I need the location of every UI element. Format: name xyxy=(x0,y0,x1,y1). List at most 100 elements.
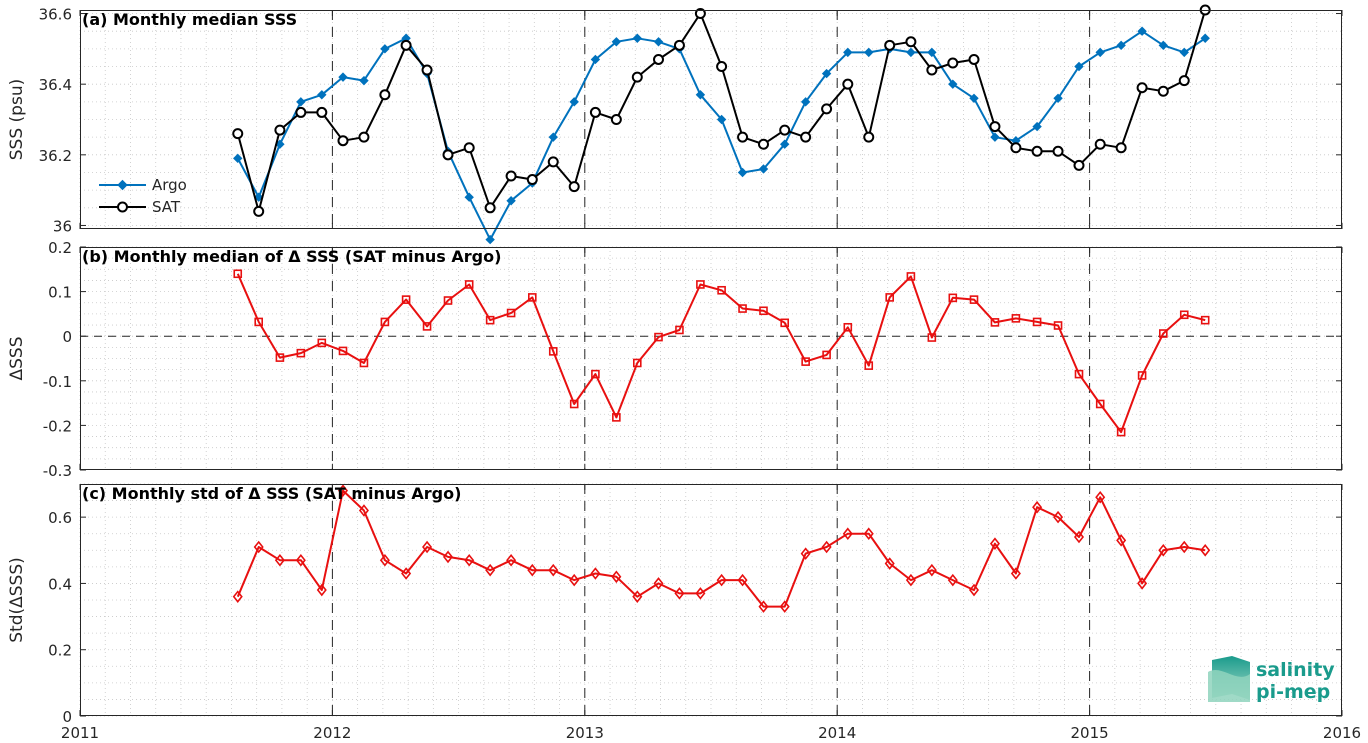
data-point xyxy=(947,57,959,69)
data-point xyxy=(1073,159,1085,171)
data-point xyxy=(358,504,369,517)
data-point xyxy=(611,37,622,47)
data-point xyxy=(884,557,895,570)
data-point xyxy=(1158,40,1169,51)
panel-b-border xyxy=(80,247,1342,470)
panel-a-ylabel: SSS (psu) xyxy=(7,79,27,160)
legend-sat-label: SAT xyxy=(152,198,181,216)
data-point xyxy=(1157,85,1169,97)
data-point xyxy=(843,47,853,58)
xtick-label: 2011 xyxy=(61,724,99,742)
data-point xyxy=(821,103,833,115)
ytick-label: 0.2 xyxy=(48,239,72,257)
data-point xyxy=(464,553,475,567)
data-point xyxy=(506,553,517,567)
data-point xyxy=(1159,329,1168,338)
data-point xyxy=(359,358,369,368)
data-point xyxy=(737,573,748,587)
data-point xyxy=(591,369,600,379)
ytick-label: 36.4 xyxy=(39,76,72,94)
data-point xyxy=(590,54,601,65)
data-point xyxy=(1200,315,1210,325)
data-point xyxy=(569,399,579,409)
data-point xyxy=(737,131,749,143)
panel-b-year-lines xyxy=(331,247,1091,470)
data-point xyxy=(1032,500,1043,514)
data-point xyxy=(1074,61,1084,72)
salinity-pi-mep-logo: salinity pi-mep xyxy=(1208,656,1335,703)
data-point xyxy=(1116,427,1126,437)
data-point xyxy=(968,583,980,597)
data-point xyxy=(969,295,979,304)
data-point xyxy=(233,153,243,164)
ytick-label: 36.2 xyxy=(39,147,72,165)
data-point xyxy=(1115,142,1127,154)
data-point xyxy=(464,280,474,289)
data-point xyxy=(233,269,243,279)
data-point xyxy=(821,68,832,79)
data-point xyxy=(590,567,601,580)
data-point xyxy=(843,322,853,332)
data-point xyxy=(338,346,348,356)
data-point xyxy=(1053,510,1064,524)
data-point xyxy=(801,357,810,366)
data-point xyxy=(296,97,306,107)
panel-c: 0 0.2 0.4 0.6 2011 2012 2013 2014 2015 2016 (c) … xyxy=(7,483,1361,742)
data-point xyxy=(253,192,264,202)
ytick-label: 0.4 xyxy=(48,575,72,593)
panel-c-year-lines xyxy=(331,484,1091,716)
data-point xyxy=(864,361,874,370)
panel-a-yticks: 36 36.2 36.4 36.6 xyxy=(39,6,1343,235)
data-point xyxy=(1053,93,1063,104)
panel-a-title: (a) Monthly median SSS xyxy=(82,10,297,29)
data-point xyxy=(1179,540,1190,554)
panel-c-grid xyxy=(79,483,1343,717)
data-point xyxy=(926,64,938,76)
panel-b-series xyxy=(233,269,1210,437)
data-point xyxy=(612,413,621,422)
data-point xyxy=(675,325,684,335)
data-point xyxy=(1178,75,1190,87)
series-line-main xyxy=(236,489,1206,608)
data-point xyxy=(253,540,264,554)
data-point xyxy=(506,308,516,318)
data-point xyxy=(884,39,896,51)
ytick-label: 0 xyxy=(62,708,72,726)
data-point xyxy=(822,350,831,360)
data-point xyxy=(1010,567,1021,580)
data-point xyxy=(758,164,769,174)
data-point xyxy=(695,90,706,100)
data-point xyxy=(359,75,369,86)
data-point xyxy=(737,167,748,178)
data-point xyxy=(401,295,411,304)
data-point xyxy=(526,174,538,186)
data-point xyxy=(569,97,579,107)
data-point xyxy=(738,304,747,313)
data-point xyxy=(1011,314,1021,323)
data-point xyxy=(505,170,517,182)
panel-c-ylabel: Std(ΔSSS) xyxy=(7,557,27,643)
data-point xyxy=(989,121,1001,133)
data-point xyxy=(927,47,937,58)
data-point xyxy=(1031,145,1043,157)
data-point xyxy=(274,553,285,567)
data-point xyxy=(947,573,958,587)
data-point xyxy=(1137,577,1148,590)
data-point xyxy=(442,550,454,564)
ytick-label: -0.3 xyxy=(43,462,72,480)
data-point xyxy=(1200,544,1211,557)
data-point xyxy=(926,563,937,577)
xtick-label: 2016 xyxy=(1323,724,1361,742)
data-point xyxy=(358,131,370,143)
ytick-label: -0.2 xyxy=(43,417,72,435)
data-point xyxy=(653,37,664,47)
panel-b-yticks: -0.3 -0.2 -0.1 0 0.1 0.2 xyxy=(43,239,1343,480)
data-point xyxy=(653,53,665,65)
legend: Argo SAT xyxy=(99,176,187,216)
data-point xyxy=(548,563,559,577)
data-point xyxy=(485,563,496,577)
data-point xyxy=(800,131,812,143)
data-point xyxy=(422,322,432,331)
xtick-label: 2015 xyxy=(1071,724,1109,742)
